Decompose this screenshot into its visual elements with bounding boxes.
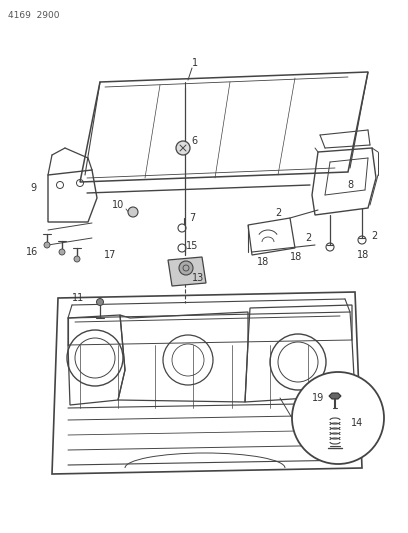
Polygon shape	[329, 393, 341, 399]
Text: 10: 10	[112, 200, 124, 210]
Circle shape	[128, 207, 138, 217]
Text: 2: 2	[305, 233, 311, 243]
Text: 1: 1	[192, 58, 198, 68]
Circle shape	[176, 141, 190, 155]
Text: 18: 18	[257, 257, 269, 267]
Circle shape	[74, 256, 80, 262]
Text: 19: 19	[312, 393, 324, 403]
Text: 6: 6	[191, 136, 197, 146]
Circle shape	[292, 372, 384, 464]
Text: 8: 8	[347, 180, 353, 190]
Text: 17: 17	[104, 250, 116, 260]
Circle shape	[97, 298, 104, 305]
Circle shape	[59, 249, 65, 255]
Text: 18: 18	[357, 250, 369, 260]
Text: 2: 2	[371, 231, 377, 241]
Text: 14: 14	[351, 418, 363, 428]
Text: 7: 7	[189, 213, 195, 223]
Circle shape	[179, 261, 193, 275]
Text: 13: 13	[192, 273, 204, 283]
Polygon shape	[168, 257, 206, 286]
Text: 16: 16	[26, 247, 38, 257]
Circle shape	[44, 242, 50, 248]
Text: 4169  2900: 4169 2900	[8, 11, 60, 20]
Text: 2: 2	[275, 208, 281, 218]
Text: 18: 18	[290, 252, 302, 262]
Text: 9: 9	[30, 183, 36, 193]
Text: 11: 11	[72, 293, 84, 303]
Text: 15: 15	[186, 241, 198, 251]
